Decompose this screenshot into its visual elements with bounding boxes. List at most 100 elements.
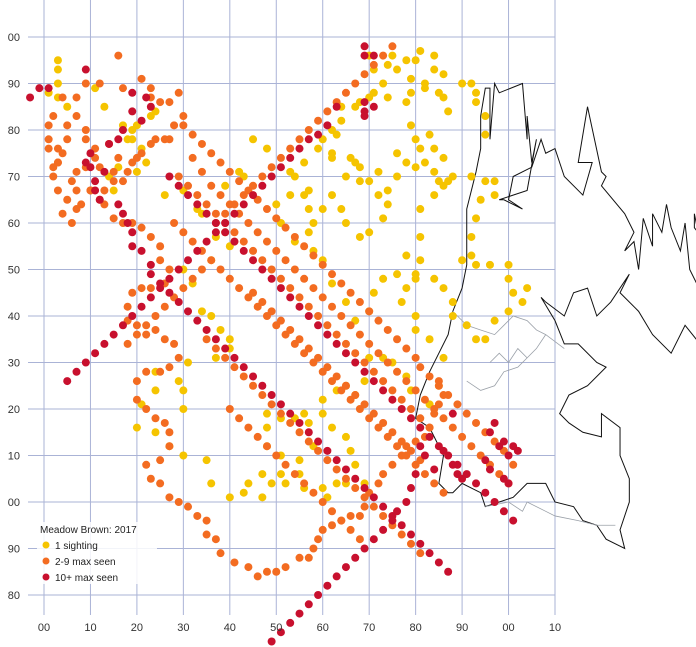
record-dot-10plus (323, 330, 332, 339)
record-dot-2-9 (188, 153, 197, 162)
record-dot-one-sighting (472, 214, 481, 223)
record-dot-2-9 (230, 228, 239, 237)
record-dot-10plus (230, 353, 239, 362)
record-dot-10plus (341, 465, 350, 474)
x-tick-label: 90 (456, 622, 468, 634)
record-dot-one-sighting (416, 205, 425, 214)
record-dot-one-sighting (448, 172, 457, 181)
record-dot-10plus (406, 530, 415, 539)
record-dot-2-9 (369, 409, 378, 418)
record-dot-2-9 (244, 423, 253, 432)
record-dot-one-sighting (179, 405, 188, 413)
record-dot-10plus (91, 177, 100, 186)
record-dot-10plus (174, 181, 183, 190)
record-dot-2-9 (420, 470, 429, 479)
record-dot-10plus (314, 321, 323, 330)
record-dot-one-sighting (430, 274, 439, 283)
record-dot-2-9 (351, 349, 360, 358)
district-boundary (489, 347, 528, 364)
record-dot-2-9 (355, 330, 364, 339)
record-dot-10plus (323, 121, 332, 130)
record-dot-10plus (509, 516, 518, 525)
record-dot-one-sighting (458, 256, 467, 265)
record-dot-10plus (425, 432, 434, 441)
record-dot-2-9 (374, 316, 383, 325)
record-dot-10plus (286, 153, 295, 162)
record-dot-2-9 (411, 353, 420, 362)
record-dot-2-9 (174, 88, 183, 97)
record-dot-2-9 (44, 135, 53, 144)
record-dot-one-sighting (448, 298, 457, 307)
record-dot-2-9 (118, 177, 127, 186)
record-dot-2-9 (179, 228, 188, 237)
record-dot-2-9 (170, 339, 179, 348)
record-dot-10plus (490, 498, 499, 506)
record-dot-2-9 (341, 88, 350, 97)
record-dot-one-sighting (490, 316, 499, 325)
record-dot-2-9 (156, 367, 165, 376)
record-dot-10plus (276, 628, 285, 637)
record-dot-2-9 (388, 428, 397, 437)
record-dot-one-sighting (523, 284, 532, 293)
record-dot-one-sighting (281, 479, 290, 488)
record-dot-10plus (174, 298, 183, 307)
record-dot-2-9 (351, 391, 360, 400)
record-dot-2-9 (430, 479, 439, 488)
record-dot-2-9 (411, 386, 420, 395)
record-dot-one-sighting (197, 307, 206, 316)
record-dot-2-9 (114, 153, 123, 162)
record-dot-10plus (416, 539, 425, 548)
record-dot-2-9 (67, 177, 76, 186)
record-dot-one-sighting (341, 298, 350, 307)
x-tick-label: 70 (363, 622, 375, 634)
record-dot-10plus (221, 228, 230, 237)
record-dot-10plus (86, 163, 95, 172)
record-dot-one-sighting (388, 51, 397, 60)
record-dot-10plus (184, 191, 193, 200)
legend-2-9-dot (42, 557, 50, 565)
legend-2-9-label: 2-9 max seen (55, 557, 116, 568)
record-dot-2-9 (416, 549, 425, 558)
record-dot-one-sighting (221, 181, 230, 190)
record-dot-one-sighting (416, 46, 425, 55)
record-dot-2-9 (341, 474, 350, 483)
record-dot-one-sighting (207, 479, 216, 488)
record-dot-10plus (485, 465, 494, 474)
record-dot-one-sighting (416, 256, 425, 265)
record-dot-2-9 (295, 293, 304, 302)
record-dot-10plus (95, 195, 104, 204)
record-dot-one-sighting (420, 158, 429, 167)
record-dot-2-9 (360, 502, 369, 511)
record-dot-10plus (91, 349, 100, 358)
record-dot-2-9 (309, 488, 318, 497)
record-dot-one-sighting (504, 307, 513, 316)
record-dot-10plus (504, 451, 513, 460)
record-dot-2-9 (286, 284, 295, 293)
record-dot-one-sighting (300, 158, 309, 167)
record-dot-2-9 (272, 567, 281, 576)
record-dot-2-9 (276, 153, 285, 162)
record-dot-10plus (146, 270, 155, 279)
record-dot-2-9 (290, 470, 299, 479)
record-dot-10plus (402, 498, 411, 506)
record-dot-one-sighting (439, 353, 448, 362)
record-dot-10plus (314, 437, 323, 446)
record-dot-2-9 (244, 219, 253, 227)
record-dot-10plus (360, 367, 369, 376)
record-dot-2-9 (44, 121, 53, 130)
record-dot-10plus (360, 51, 369, 60)
record-dot-2-9 (318, 293, 327, 302)
record-dot-one-sighting (393, 65, 402, 74)
record-dot-2-9 (355, 298, 364, 307)
record-dot-2-9 (81, 126, 90, 134)
record-dot-2-9 (434, 381, 443, 390)
record-dot-2-9 (58, 209, 67, 218)
record-dot-2-9 (137, 223, 146, 232)
record-dot-10plus (128, 107, 137, 116)
record-dot-one-sighting (300, 409, 309, 418)
record-dot-one-sighting (132, 167, 141, 176)
record-dot-2-9 (249, 181, 258, 190)
record-dot-2-9 (272, 246, 281, 255)
record-dot-2-9 (146, 232, 155, 241)
record-dot-one-sighting (262, 423, 271, 432)
